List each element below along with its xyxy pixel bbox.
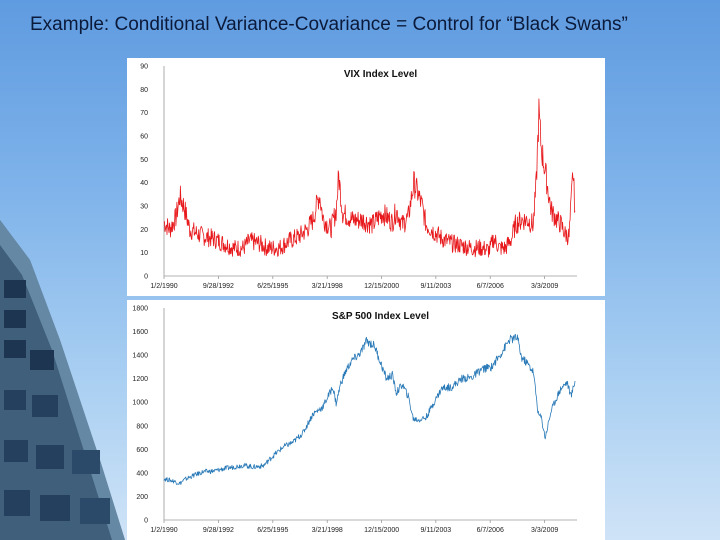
vix-x-tick-label: 6/25/1995 bbox=[257, 283, 288, 290]
vix-y-tick-label: 60 bbox=[140, 134, 148, 141]
building-photo bbox=[0, 220, 125, 540]
building-window bbox=[40, 495, 70, 521]
building-window bbox=[4, 490, 30, 516]
vix-y-tick-label: 50 bbox=[140, 157, 148, 164]
vix-y-tick-label: 0 bbox=[144, 274, 148, 281]
spx-x-tick-label: 3/21/1998 bbox=[312, 527, 343, 534]
building-window bbox=[4, 310, 26, 328]
spx-y-tick-label: 1400 bbox=[132, 353, 148, 360]
vix-y-tick-label: 90 bbox=[140, 64, 148, 71]
spx-chart: 0 200 400 600 800 1000 1200 1400 1600 1800 1/2/199… bbox=[132, 306, 577, 534]
spx-x-tick-label: 12/15/2000 bbox=[364, 527, 399, 534]
spx-x-tick-label: 9/11/2003 bbox=[421, 527, 452, 534]
vix-y-tick-label: 70 bbox=[140, 110, 148, 117]
spx-x-tick-label: 9/28/1992 bbox=[203, 527, 234, 534]
spx-x-tick-label: 6/25/1995 bbox=[257, 527, 288, 534]
spx-x-tick-label: 6/7/2006 bbox=[477, 527, 504, 534]
vix-x-tick-label: 9/28/1992 bbox=[203, 283, 234, 290]
vix-series-line bbox=[163, 98, 576, 258]
building-window bbox=[80, 498, 110, 524]
spx-y-tick-label: 1000 bbox=[132, 400, 148, 407]
vix-chart-title: VIX Index Level bbox=[344, 69, 418, 80]
building-window bbox=[72, 450, 100, 474]
spx-series-line bbox=[163, 333, 576, 485]
vix-x-tick-label: 9/11/2003 bbox=[421, 283, 452, 290]
slide-title: Example: Conditional Variance-Covariance… bbox=[30, 14, 628, 35]
building-window bbox=[4, 280, 26, 298]
spx-y-tick-label: 600 bbox=[136, 447, 148, 454]
vix-y-tick-label: 80 bbox=[140, 87, 148, 94]
building-window bbox=[4, 440, 28, 462]
vix-chart-panel: 0 10 20 30 40 50 60 70 80 90 1/2/1990 9/28/1992 6/25… bbox=[127, 58, 605, 296]
spx-y-tick-label: 1800 bbox=[132, 306, 148, 313]
spx-y-tick-label: 1600 bbox=[132, 329, 148, 336]
vix-x-tick-label: 3/21/1998 bbox=[312, 283, 343, 290]
vix-y-tick-label: 20 bbox=[140, 227, 148, 234]
spx-x-tick-label: 3/3/2009 bbox=[531, 527, 558, 534]
spx-y-tick-label: 0 bbox=[144, 518, 148, 525]
building-window bbox=[4, 390, 26, 410]
spx-y-tick-label: 1200 bbox=[132, 376, 148, 383]
vix-y-tick-label: 30 bbox=[140, 204, 148, 211]
spx-y-tick-label: 200 bbox=[136, 494, 148, 501]
spx-y-tick-label: 400 bbox=[136, 470, 148, 477]
building-window bbox=[30, 350, 54, 370]
building-window bbox=[4, 340, 26, 358]
vix-y-tick-label: 10 bbox=[140, 250, 148, 257]
vix-x-tick-label: 3/3/2009 bbox=[531, 283, 558, 290]
spx-y-tick-label: 800 bbox=[136, 423, 148, 430]
building-window bbox=[36, 445, 64, 469]
vix-chart: 0 10 20 30 40 50 60 70 80 90 1/2/1990 9/28/1992 6/25… bbox=[140, 64, 577, 290]
spx-x-tick-label: 1/2/1990 bbox=[150, 527, 177, 534]
spx-chart-panel: 0 200 400 600 800 1000 1200 1400 1600 1800 1/2/199… bbox=[127, 300, 605, 540]
vix-x-tick-label: 12/15/2000 bbox=[364, 283, 399, 290]
vix-x-tick-label: 1/2/1990 bbox=[150, 283, 177, 290]
vix-y-tick-label: 40 bbox=[140, 180, 148, 187]
spx-chart-title: S&P 500 Index Level bbox=[332, 311, 429, 322]
vix-x-tick-label: 6/7/2006 bbox=[477, 283, 504, 290]
building-window bbox=[32, 395, 58, 417]
